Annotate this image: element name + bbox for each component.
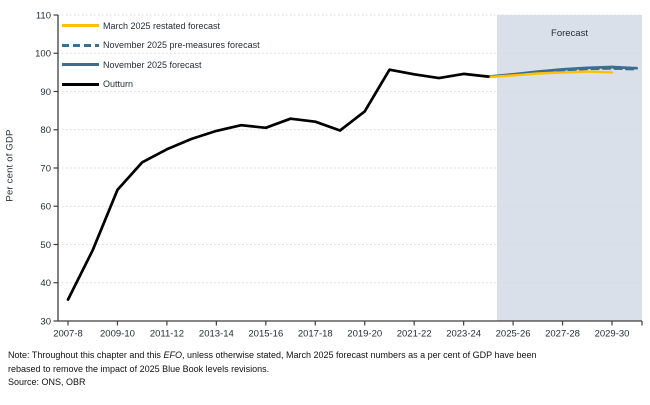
- legend-label: Outturn: [103, 79, 134, 90]
- x-tick-label: 2023-24: [446, 329, 481, 340]
- y-tick-label: 60: [40, 202, 51, 213]
- y-axis-title: Per cent of GDP: [4, 129, 16, 202]
- chart-plot-area: 30 40 50 60 70 80 90 100 110 2007-8 2009-10 2011-12…: [35, 10, 643, 340]
- x-tick-label: 2019-20: [347, 329, 382, 340]
- legend-item-november-2025-forecast: November 2025 forecast: [62, 55, 260, 75]
- x-tick-label: 2025-26: [496, 329, 531, 340]
- legend-label: November 2025 forecast: [103, 59, 202, 70]
- note-text: Note: Throughout this chapter and this E…: [8, 350, 537, 360]
- x-tick-label: 2007-8: [53, 329, 83, 340]
- x-tick-label: 2027-28: [545, 329, 580, 340]
- legend-line-swatch-gold: [62, 24, 99, 28]
- series-line-outturn: [66, 68, 490, 301]
- x-tick-label: 2021-22: [397, 329, 432, 340]
- legend-item-march-2025-restated: March 2025 restated forecast: [62, 16, 260, 36]
- chart-note: Note: Throughout this chapter and this E…: [8, 349, 646, 390]
- y-tick-label: 70: [40, 163, 51, 174]
- x-tick-label: 2029-30: [595, 329, 630, 340]
- x-tick-label: 2011-12: [150, 329, 184, 340]
- legend-line-swatch-black: [62, 82, 99, 86]
- x-tick-label: 2017-18: [298, 329, 333, 340]
- forecast-region-label: Forecast: [551, 28, 588, 39]
- y-tick-label: 80: [40, 125, 51, 136]
- y-tick-label: 40: [40, 278, 51, 289]
- legend-line-swatch-dashed-blue: [62, 43, 99, 47]
- legend-item-november-2025-pre-measures: November 2025 pre-measures forecast: [62, 36, 260, 56]
- efo-italic: EFO: [163, 350, 182, 360]
- legend: March 2025 restated forecast November 20…: [62, 16, 260, 94]
- series-line-march-2025-restated-forecast: [487, 70, 614, 79]
- y-tick-label: 90: [40, 87, 51, 98]
- source-text: Source: ONS, OBR: [8, 377, 86, 387]
- y-tick-label: 30: [40, 316, 51, 327]
- note-text-line2: rebased to remove the impact of 2025 Blu…: [8, 363, 270, 374]
- legend-label: November 2025 pre-measures forecast: [103, 40, 260, 51]
- legend-line-swatch-blue: [62, 63, 99, 67]
- y-tick-label: 100: [35, 49, 51, 60]
- x-tick-label: 2015-16: [248, 329, 283, 340]
- legend-label: March 2025 restated forecast: [103, 20, 221, 31]
- y-tick-label: 50: [40, 240, 51, 251]
- x-tick-label: 2009-10: [100, 329, 135, 340]
- x-tick-label: 2013-14: [199, 329, 234, 340]
- legend-item-outturn: Outturn: [62, 75, 260, 95]
- y-tick-label: 110: [36, 10, 51, 21]
